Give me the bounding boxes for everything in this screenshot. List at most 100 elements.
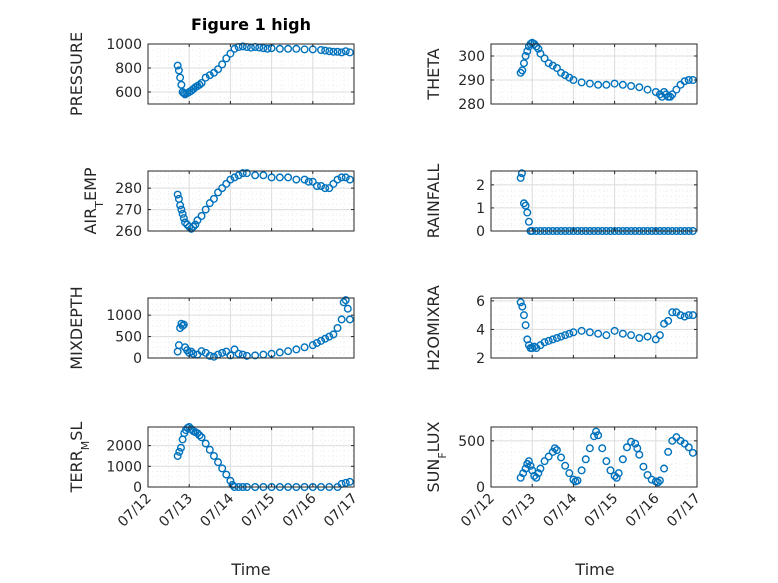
data-point [333,47,342,56]
data-point [518,66,527,75]
data-point [655,476,664,485]
data-point [308,177,317,186]
subplot-terr-msl: 0 1000 2000 07/12 07/13 07/14 07/15 07/16 07/17 T… [67,422,361,531]
data-point [174,66,183,75]
data-point [337,173,346,182]
data-point [577,326,586,335]
data-point [304,177,313,186]
plot-frame [490,170,698,232]
data-point [521,321,530,330]
data-point [655,331,664,340]
x-axis-label-left: Time [230,560,270,579]
data-point [308,341,317,350]
y-tick-label: 4 [476,322,485,338]
y-tick-label: 500 [115,330,142,346]
data-point [516,173,525,182]
data-point [524,217,533,226]
data-point [284,173,293,182]
data-point [329,47,338,56]
data-point [585,328,594,337]
y-tick-label: 2 [476,351,485,367]
data-point [585,444,594,453]
data-point [321,46,330,55]
data-point [651,335,660,344]
data-point [676,311,685,320]
data-point [590,432,599,441]
data-point [552,446,561,455]
data-point [585,79,594,88]
data-point [345,175,354,184]
plot-frame [490,426,698,488]
data-point [680,312,689,321]
data-point [544,59,553,68]
data-point [176,73,185,82]
y-tick-label: 0 [476,480,485,496]
data-point [635,83,644,92]
subplot-theta: 280 290 300 THETA [424,38,698,113]
data-point [284,347,293,356]
data-point [651,87,660,96]
data-point [177,80,186,89]
data-point [312,339,321,348]
x-tick-label: 07/17 [664,491,704,531]
data-point [594,80,603,89]
data-point [594,431,603,440]
data-point [557,453,566,462]
y-axis-label: RAINFALL [424,164,443,239]
y-tick-label: 2000 [106,439,142,455]
data-point [345,315,354,324]
data-point [341,296,350,305]
data-point [544,452,553,461]
data-point [643,471,652,480]
x-tick-label: 07/12 [458,491,498,531]
data-point [300,175,309,184]
data-point [536,49,545,58]
x-tick-label: 07/15 [582,491,622,531]
data-point [602,80,611,89]
data-point [275,348,284,357]
data-point [516,298,525,307]
data-point [178,321,187,330]
y-tick-label: 0 [133,480,142,496]
data-point [684,75,693,84]
data-point [292,175,301,184]
data-point [321,334,330,343]
data-point [680,77,689,86]
data-point [325,184,334,193]
data-point [639,462,648,471]
data-point [230,345,239,354]
data-point [178,209,187,218]
data-point [602,331,611,340]
y-tick-label: 6 [476,294,485,310]
data-point [317,46,326,55]
data-point [189,222,198,231]
data-point [666,92,675,101]
data-point [635,450,644,459]
data-point [524,457,533,466]
data-point [230,173,239,182]
data-point [534,44,543,53]
plot-background [148,427,354,487]
data-point [205,445,214,454]
y-tick-label: 280 [115,181,142,197]
data-point [569,475,578,484]
data-point [179,214,188,223]
data-point [181,218,190,227]
data-point [598,444,607,453]
data-point [610,79,619,88]
data-point [179,89,188,98]
data-point [540,54,549,63]
data-point [521,52,530,61]
y-tick-label: 2 [476,178,485,194]
data-point [292,345,301,354]
y-tick-label: 1000 [106,37,142,53]
data-point [263,44,272,53]
data-point [602,457,611,466]
y-tick-label: 500 [458,434,485,450]
data-point [653,478,662,487]
data-point [214,65,223,74]
y-tick-label: 270 [115,203,142,219]
y-tick-label: 0 [476,224,485,240]
data-point [195,80,204,89]
subplot-sun-flux: 0 500 07/12 07/13 07/14 07/15 07/16 07/17 SUNFLU… [424,421,704,530]
